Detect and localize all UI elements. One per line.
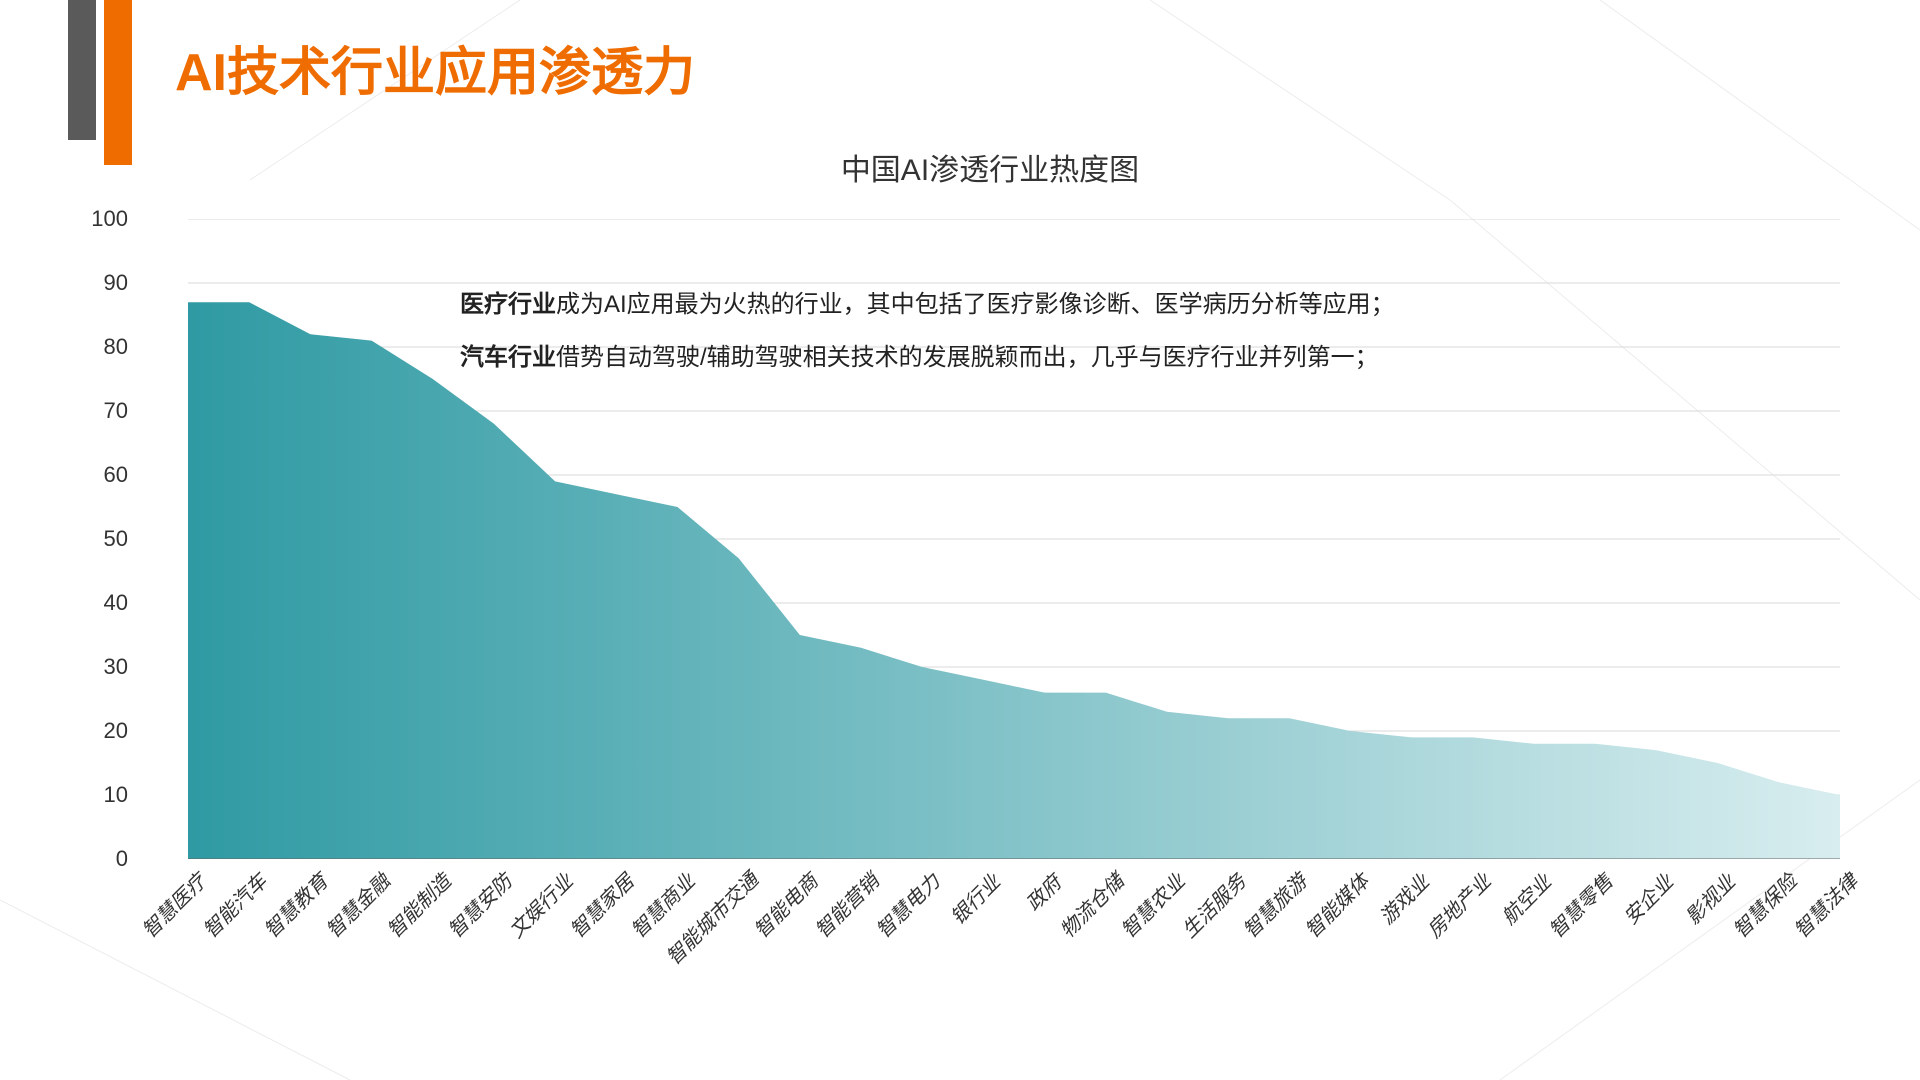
x-axis: 智慧医疗智能汽车智慧教育智慧金融智能制造智慧安防文娱行业智慧家居智慧商业智能城市… — [188, 859, 1840, 1039]
y-tick-label: 30 — [78, 654, 128, 680]
x-tick-label: 智能制造 — [379, 866, 456, 943]
accent-bar-orange — [104, 0, 132, 165]
chart-area: 医疗行业成为AI应用最为火热的行业，其中包括了医疗影像诊断、医学病历分析等应用；… — [140, 219, 1840, 859]
annotation-line-2: 汽车行业借势自动驾驶/辅助驾驶相关技术的发展脱颖而出，几乎与医疗行业并列第一； — [460, 332, 1395, 385]
y-tick-label: 80 — [78, 334, 128, 360]
y-tick-label: 20 — [78, 718, 128, 744]
x-tick-label: 智能电商 — [746, 866, 823, 943]
x-tick-label: 智慧金融 — [318, 866, 395, 943]
x-tick-label: 文娱行业 — [501, 866, 578, 943]
annotation-rest-2: 借势自动驾驶/辅助驾驶相关技术的发展脱颖而出，几乎与医疗行业并列第一； — [556, 344, 1379, 371]
y-tick-label: 100 — [78, 206, 128, 232]
y-tick-label: 90 — [78, 270, 128, 296]
header-accent-bars — [68, 0, 132, 165]
x-tick-label: 智能营销 — [807, 866, 884, 943]
annotation-bold-1: 医疗行业 — [460, 291, 556, 318]
x-tick-label: 智慧零售 — [1542, 866, 1619, 943]
annotation-bold-2: 汽车行业 — [460, 344, 556, 371]
x-tick-label: 政府 — [1018, 868, 1067, 917]
chart-annotation: 医疗行业成为AI应用最为火热的行业，其中包括了医疗影像诊断、医学病历分析等应用；… — [460, 279, 1395, 385]
x-tick-label: 智慧家居 — [563, 866, 640, 943]
y-tick-label: 60 — [78, 462, 128, 488]
x-tick-label: 银行业 — [943, 867, 1006, 930]
chart-title: 中国AI渗透行业热度图 — [140, 145, 1840, 189]
y-tick-label: 10 — [78, 782, 128, 808]
x-tick-label: 智能媒体 — [1297, 866, 1374, 943]
y-tick-label: 0 — [78, 846, 128, 872]
area-fill — [188, 302, 1840, 859]
x-tick-label: 智慧农业 — [1113, 866, 1190, 943]
x-tick-label: 智慧法律 — [1786, 866, 1863, 943]
x-tick-label: 智慧医疗 — [134, 866, 211, 943]
x-tick-label: 物流仓储 — [1052, 866, 1129, 943]
chart-container: 中国AI渗透行业热度图 医疗行业成为AI应用最为火热的行业，其中包括了医疗影像诊… — [140, 145, 1840, 859]
x-tick-label: 智慧旅游 — [1236, 866, 1313, 943]
x-tick-label: 智慧电力 — [868, 866, 945, 943]
annotation-line-1: 医疗行业成为AI应用最为火热的行业，其中包括了医疗影像诊断、医学病历分析等应用； — [460, 279, 1395, 332]
accent-bar-gray — [68, 0, 96, 140]
x-tick-label: 安企业 — [1616, 867, 1679, 930]
x-tick-label: 生活服务 — [1174, 866, 1251, 943]
y-tick-label: 50 — [78, 526, 128, 552]
y-tick-label: 70 — [78, 398, 128, 424]
x-tick-label: 智慧教育 — [257, 866, 334, 943]
x-tick-label: 智慧安防 — [440, 866, 517, 943]
x-tick-label: 房地产业 — [1419, 866, 1496, 943]
y-tick-label: 40 — [78, 590, 128, 616]
annotation-rest-1: 成为AI应用最为火热的行业，其中包括了医疗影像诊断、医学病历分析等应用； — [556, 291, 1395, 318]
x-tick-label: 智能汽车 — [195, 866, 272, 943]
page-title: AI技术行业应用渗透力 — [175, 30, 695, 105]
x-tick-label: 智慧保险 — [1725, 866, 1802, 943]
